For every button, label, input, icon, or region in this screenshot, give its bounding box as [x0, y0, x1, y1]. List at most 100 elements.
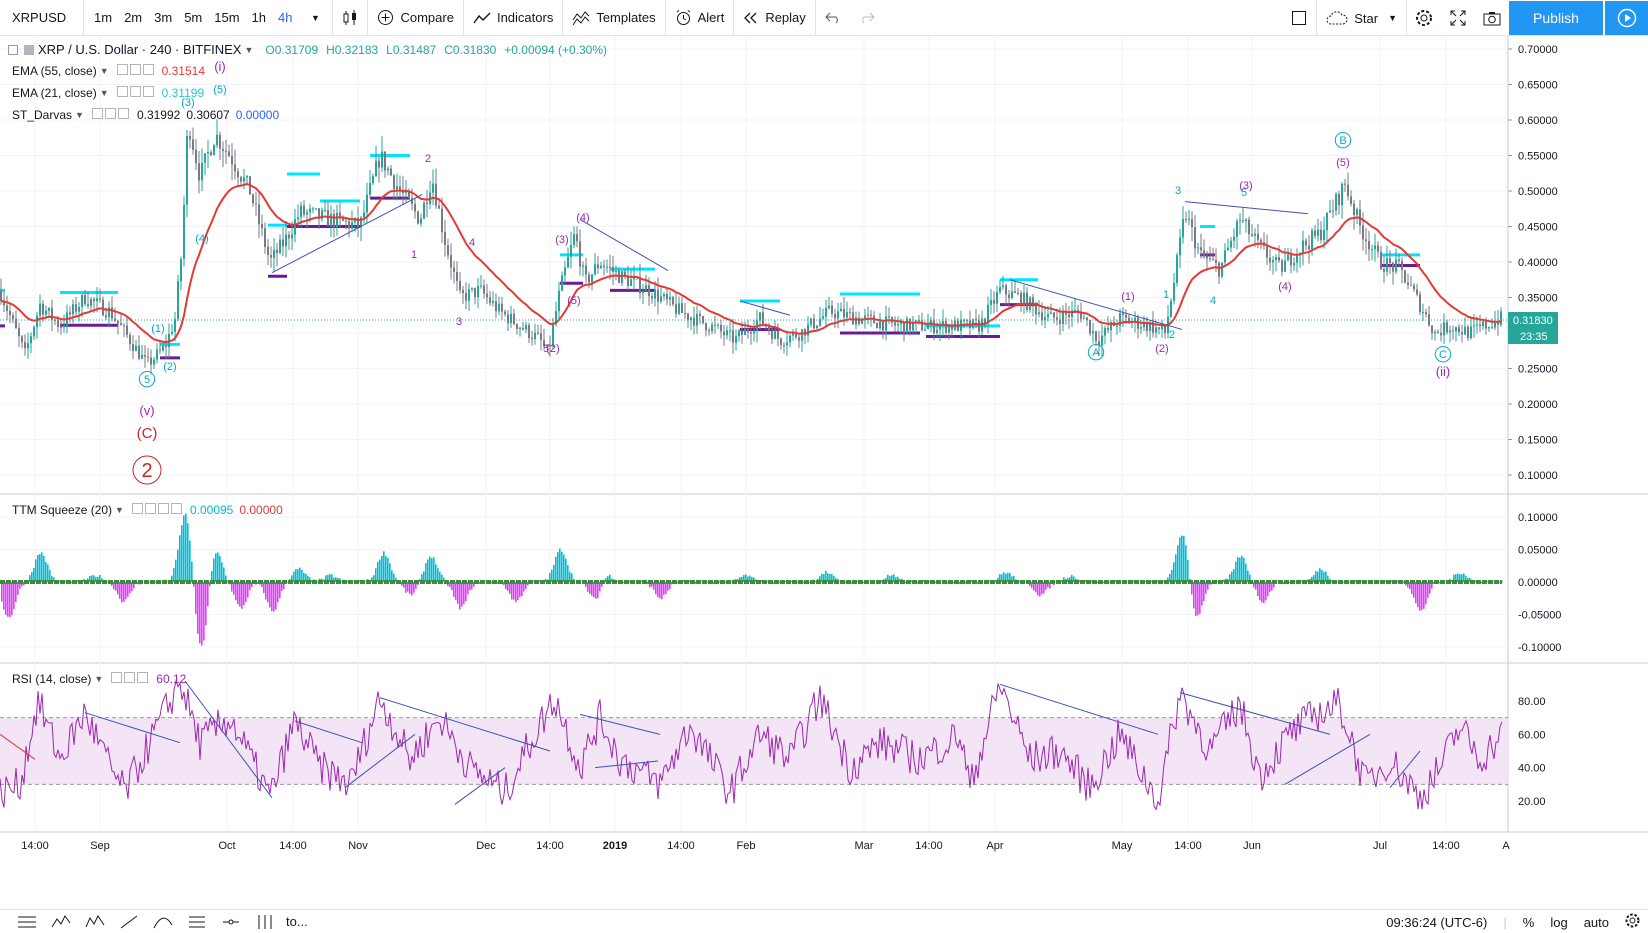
symbol-title[interactable]: XRP / U.S. Dollar · 240 · BITFINEX: [38, 42, 242, 57]
eye-icon[interactable]: [116, 86, 128, 97]
candle-body: [726, 330, 728, 336]
gear-icon[interactable]: [129, 64, 141, 75]
close-icon[interactable]: [137, 672, 149, 683]
gear-icon[interactable]: [124, 672, 136, 683]
chevron-down-icon[interactable]: ▼: [99, 66, 109, 76]
snapshot-button[interactable]: [1475, 0, 1509, 36]
replay-button[interactable]: Replay: [734, 0, 814, 36]
expand-button[interactable]: [1441, 0, 1475, 36]
ttm-bar: [1109, 582, 1111, 583]
candle-body: [1323, 230, 1325, 241]
legend-controls[interactable]: [116, 86, 156, 100]
candle-body: [597, 264, 599, 269]
ttm-bar: [43, 556, 45, 582]
redo-button[interactable]: [850, 0, 884, 36]
ttm-bar: [1257, 582, 1259, 597]
legend-controls[interactable]: [116, 64, 156, 78]
legend-controls[interactable]: [131, 503, 184, 517]
close-icon[interactable]: [117, 108, 129, 119]
candle-body: [798, 337, 800, 341]
chevron-down-icon[interactable]: ▼: [94, 674, 104, 684]
interval-5m[interactable]: 5m: [184, 10, 203, 25]
chevron-down-icon[interactable]: ▼: [244, 44, 254, 55]
candle-body: [849, 312, 851, 314]
settings-button[interactable]: [1407, 0, 1441, 36]
legend-controls[interactable]: [111, 672, 150, 686]
templates-button[interactable]: Templates: [563, 0, 664, 36]
legend-controls[interactable]: [91, 108, 131, 122]
collapse-icon[interactable]: [8, 44, 18, 55]
candle-body: [753, 331, 755, 334]
settings-icon[interactable]: [157, 503, 169, 514]
ttm-bar: [1033, 582, 1035, 591]
time-tick-label: Sep: [90, 840, 110, 852]
chart-canvas[interactable]: (i)(5)(3)(4)(1)(2)5(v)(C)221345(2)(3)(4)…: [0, 36, 1648, 909]
candle-body: [1227, 247, 1229, 251]
alert-button[interactable]: Alert: [666, 0, 734, 36]
chart-area[interactable]: (i) (5) (3) (4) (1) (2) 5 (v) (C) 2 2 1 3 4 5 (2) (3) (4)…: [0, 36, 1648, 909]
ema55-label[interactable]: EMA (55, close): [12, 64, 97, 78]
interval-4h[interactable]: 4h: [278, 10, 293, 25]
ttm-bar: [49, 570, 51, 582]
candle-body: [78, 306, 80, 312]
horizontal-ray-tool[interactable]: [214, 910, 248, 933]
sliders-tool[interactable]: [248, 910, 282, 933]
indicators-button[interactable]: Indicators: [464, 0, 562, 36]
curve-tool[interactable]: [146, 910, 180, 933]
time-tick-label: 14:00: [1174, 840, 1202, 852]
gear-icon[interactable]: [129, 86, 141, 97]
chevron-down-icon[interactable]: ▼: [99, 88, 109, 98]
ttm-bar: [1013, 576, 1015, 582]
ttm-bar: [409, 582, 411, 594]
candle-body: [1347, 184, 1349, 197]
darvas-label[interactable]: ST_Darvas: [12, 108, 73, 122]
ttm-bar: [809, 582, 811, 584]
percent-toggle[interactable]: %: [1522, 914, 1535, 930]
ema21-label[interactable]: EMA (21, close): [12, 86, 97, 100]
eye-icon[interactable]: [116, 64, 128, 75]
play-button[interactable]: [1604, 1, 1648, 35]
ttm-bar: [91, 575, 93, 582]
interval-dropdown[interactable]: ▼: [298, 0, 332, 36]
interval-2m[interactable]: 2m: [124, 10, 143, 25]
fullscreen-toggle[interactable]: [1282, 0, 1316, 36]
auto-toggle[interactable]: auto: [1583, 914, 1609, 930]
chart-type-button[interactable]: [333, 0, 367, 36]
gear-icon[interactable]: [144, 503, 156, 514]
interval-15m[interactable]: 15m: [214, 10, 240, 25]
rsi-label[interactable]: RSI (14, close): [12, 672, 92, 686]
ttm-bar: [965, 582, 967, 584]
eye-icon[interactable]: [111, 672, 123, 683]
tool-text[interactable]: to...: [286, 914, 308, 929]
ttm-label[interactable]: TTM Squeeze (20): [12, 503, 113, 517]
candle-body: [642, 290, 644, 294]
eye-icon[interactable]: [131, 503, 143, 514]
chevron-down-icon[interactable]: ▼: [115, 505, 124, 515]
candle-body: [399, 186, 401, 191]
close-icon[interactable]: [142, 86, 154, 97]
publish-button[interactable]: Publish: [1509, 1, 1603, 35]
symbol-search[interactable]: XRPUSD: [0, 0, 84, 36]
settings-button[interactable]: [1617, 913, 1648, 931]
star-button[interactable]: Star ▼: [1317, 0, 1406, 36]
interval-1m[interactable]: 1m: [94, 10, 113, 25]
eye-icon[interactable]: [91, 108, 103, 119]
chevron-down-icon[interactable]: ▼: [75, 110, 84, 120]
undo-button[interactable]: [816, 0, 850, 36]
close-icon[interactable]: [142, 64, 154, 75]
candle-body: [1074, 309, 1076, 311]
change-value: +0.00094 (+0.30%): [504, 42, 608, 57]
pattern-tool[interactable]: [44, 910, 78, 933]
line-tool[interactable]: [112, 910, 146, 933]
interval-3m[interactable]: 3m: [154, 10, 173, 25]
ttm-bar: [127, 582, 129, 597]
menu-tool[interactable]: [10, 910, 44, 933]
compare-button[interactable]: Compare: [368, 0, 462, 36]
interval-1h[interactable]: 1h: [251, 10, 267, 25]
fib-tool[interactable]: [180, 910, 214, 933]
rsi-tick-label: 40.00: [1518, 763, 1546, 775]
elliott-tool[interactable]: [78, 910, 112, 933]
close-icon[interactable]: [170, 503, 182, 514]
log-toggle[interactable]: log: [1550, 914, 1568, 930]
gear-icon[interactable]: [104, 108, 116, 119]
